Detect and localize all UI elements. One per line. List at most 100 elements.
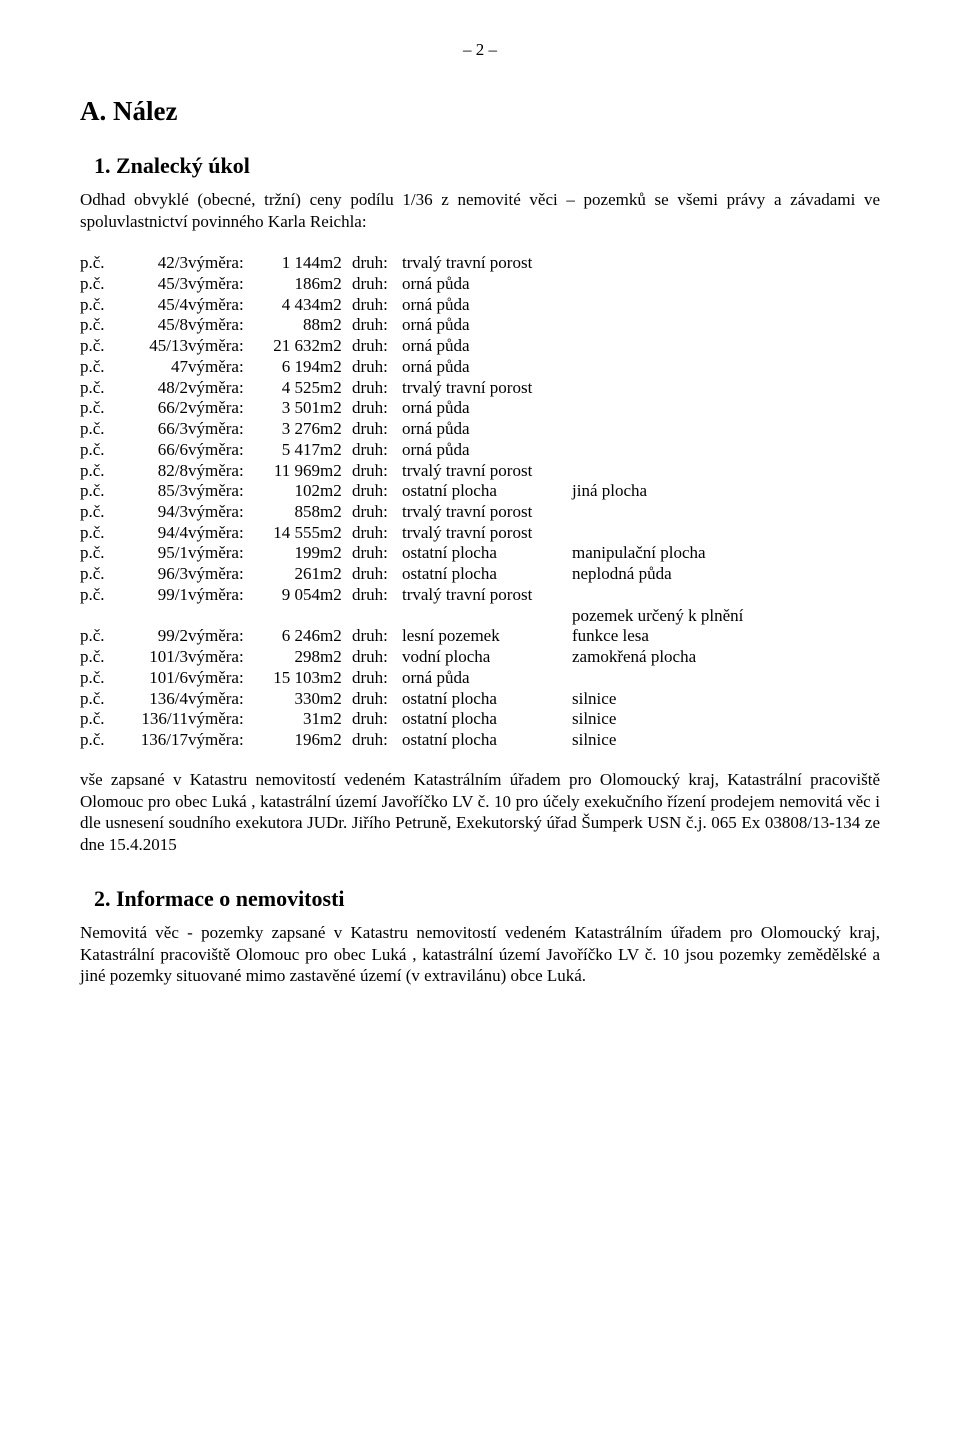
cell-druh-label: druh: bbox=[352, 585, 402, 606]
table-row: p.č.85/3výměra:102m2druh:ostatní plochaj… bbox=[80, 481, 743, 502]
cell-pc: p.č. bbox=[80, 668, 118, 689]
cell-kind: trvalý travní porost bbox=[402, 253, 572, 274]
cell-druh-label: druh: bbox=[352, 398, 402, 419]
cell-area: 4 434 bbox=[256, 295, 320, 316]
cell-num: 96/3 bbox=[118, 564, 188, 585]
cell-num: 45/13 bbox=[118, 336, 188, 357]
cell-vymera-label: výměra: bbox=[188, 253, 256, 274]
cell-num: 66/6 bbox=[118, 440, 188, 461]
cell-kind: orná půda bbox=[402, 357, 572, 378]
cell-pc: p.č. bbox=[80, 315, 118, 336]
cell-unit: m2 bbox=[320, 440, 352, 461]
cell-unit: m2 bbox=[320, 543, 352, 564]
table-row: pozemek určený k plnění bbox=[80, 606, 743, 627]
cell-pc: p.č. bbox=[80, 461, 118, 482]
cell-num: 66/2 bbox=[118, 398, 188, 419]
cell-extra: jiná plocha bbox=[572, 481, 743, 502]
cell-extra: neplodná půda bbox=[572, 564, 743, 585]
cell-pc: p.č. bbox=[80, 274, 118, 295]
cell-vymera-label: výměra: bbox=[188, 357, 256, 378]
cell-pc: p.č. bbox=[80, 626, 118, 647]
cell-vymera-label: výměra: bbox=[188, 709, 256, 730]
cell-pc: p.č. bbox=[80, 295, 118, 316]
cell-pc: p.č. bbox=[80, 523, 118, 544]
cell-area: 4 525 bbox=[256, 378, 320, 399]
cell-area: 186 bbox=[256, 274, 320, 295]
cell-vymera-label: výměra: bbox=[188, 315, 256, 336]
cell-extra bbox=[572, 419, 743, 440]
cell-pc: p.č. bbox=[80, 357, 118, 378]
cell-area: 3 501 bbox=[256, 398, 320, 419]
cell-pc: p.č. bbox=[80, 440, 118, 461]
cell-unit: m2 bbox=[320, 357, 352, 378]
cell-unit: m2 bbox=[320, 564, 352, 585]
cell-pc: p.č. bbox=[80, 336, 118, 357]
cell-druh-label: druh: bbox=[352, 336, 402, 357]
cell-vymera-label: výměra: bbox=[188, 378, 256, 399]
table-row: p.č.42/3výměra:1 144m2druh:trvalý travní… bbox=[80, 253, 743, 274]
cell-vymera-label: výměra: bbox=[188, 461, 256, 482]
page: – 2 – A. Nález 1. Znalecký úkol Odhad ob… bbox=[0, 0, 960, 1444]
cell-extra bbox=[572, 461, 743, 482]
cell-extra bbox=[572, 336, 743, 357]
cell-kind: vodní plocha bbox=[402, 647, 572, 668]
cell-vymera-label: výměra: bbox=[188, 440, 256, 461]
cell-extra bbox=[572, 253, 743, 274]
cell-druh-label: druh: bbox=[352, 668, 402, 689]
table-row: p.č.99/1výměra:9 054m2druh:trvalý travní… bbox=[80, 585, 743, 606]
table-row: p.č.66/2výměra:3 501m2druh:orná půda bbox=[80, 398, 743, 419]
cell-kind: orná půda bbox=[402, 274, 572, 295]
cell-unit: m2 bbox=[320, 419, 352, 440]
cell-area: 21 632 bbox=[256, 336, 320, 357]
cell-extra bbox=[572, 274, 743, 295]
cell-area: 11 969 bbox=[256, 461, 320, 482]
cell-vymera-label: výměra: bbox=[188, 647, 256, 668]
cell-pc: p.č. bbox=[80, 419, 118, 440]
cell-druh-label: druh: bbox=[352, 378, 402, 399]
cell-druh-label: druh: bbox=[352, 315, 402, 336]
cell-vymera-label: výměra: bbox=[188, 668, 256, 689]
cell-area: 6 246 bbox=[256, 626, 320, 647]
cell-kind: ostatní plocha bbox=[402, 730, 572, 751]
table-row: p.č.101/3výměra:298m2druh:vodní plochaza… bbox=[80, 647, 743, 668]
cell-druh-label: druh: bbox=[352, 440, 402, 461]
cell-num: 95/1 bbox=[118, 543, 188, 564]
table-row: p.č.66/3výměra:3 276m2druh:orná půda bbox=[80, 419, 743, 440]
subsection-2-body: Nemovitá věc - pozemky zapsané v Katastr… bbox=[80, 922, 880, 987]
table-row: p.č.95/1výměra:199m2druh:ostatní plocham… bbox=[80, 543, 743, 564]
table-row: p.č.45/13výměra:21 632m2druh:orná půda bbox=[80, 336, 743, 357]
cell-kind: ostatní plocha bbox=[402, 543, 572, 564]
cell-unit: m2 bbox=[320, 647, 352, 668]
cell-extra bbox=[572, 523, 743, 544]
table-row: p.č.136/4výměra:330m2druh:ostatní plocha… bbox=[80, 689, 743, 710]
cell-num: 48/2 bbox=[118, 378, 188, 399]
cell-pc bbox=[80, 606, 118, 627]
cell-extra: pozemek určený k plnění bbox=[572, 606, 743, 627]
cell-extra: silnice bbox=[572, 709, 743, 730]
cell-druh-label: druh: bbox=[352, 357, 402, 378]
cell-kind: trvalý travní porost bbox=[402, 523, 572, 544]
cell-kind: orná půda bbox=[402, 668, 572, 689]
subsection-1-heading: 1. Znalecký úkol bbox=[94, 153, 880, 179]
cell-druh-label: druh: bbox=[352, 709, 402, 730]
cell-druh-label bbox=[352, 606, 402, 627]
cell-druh-label: druh: bbox=[352, 295, 402, 316]
cell-kind: ostatní plocha bbox=[402, 481, 572, 502]
cell-num bbox=[118, 606, 188, 627]
cell-kind: lesní pozemek bbox=[402, 626, 572, 647]
cell-unit: m2 bbox=[320, 668, 352, 689]
table-row: p.č.94/3výměra:858m2druh:trvalý travní p… bbox=[80, 502, 743, 523]
cell-extra bbox=[572, 398, 743, 419]
cell-unit: m2 bbox=[320, 585, 352, 606]
table-row: p.č.101/6výměra:15 103m2druh:orná půda bbox=[80, 668, 743, 689]
cell-num: 94/4 bbox=[118, 523, 188, 544]
cell-num: 99/1 bbox=[118, 585, 188, 606]
table-row: p.č.99/2výměra:6 246m2druh:lesní pozemek… bbox=[80, 626, 743, 647]
table-row: p.č.47výměra:6 194m2druh:orná půda bbox=[80, 357, 743, 378]
cell-area: 199 bbox=[256, 543, 320, 564]
cell-area: 858 bbox=[256, 502, 320, 523]
cell-num: 101/3 bbox=[118, 647, 188, 668]
cell-num: 45/3 bbox=[118, 274, 188, 295]
cell-area: 6 194 bbox=[256, 357, 320, 378]
cell-extra: silnice bbox=[572, 689, 743, 710]
